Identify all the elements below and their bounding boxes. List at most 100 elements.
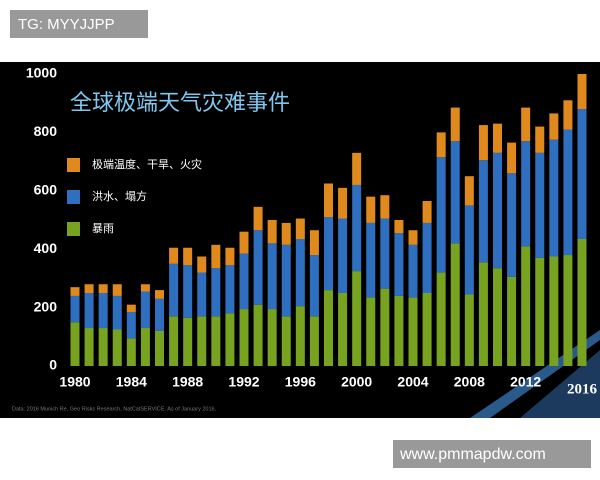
bar-segment (112, 329, 122, 366)
bar-segment (169, 316, 179, 366)
watermark-box (10, 10, 148, 38)
bar-segment (183, 247, 193, 266)
y-tick-label: 0 (49, 357, 57, 373)
bar-segment (70, 295, 80, 323)
bar-segment (112, 295, 122, 330)
bar-segment (408, 297, 418, 366)
bar-segment (98, 328, 108, 366)
bar-segment (338, 218, 348, 293)
x-tick-label: 2004 (397, 374, 428, 390)
bar-segment (450, 243, 460, 366)
bar-segment (464, 176, 474, 206)
bar-segment (70, 287, 80, 296)
bar-segment (324, 183, 333, 218)
bar-segment (563, 100, 573, 130)
bar-segment (366, 222, 376, 298)
bar-segment (140, 328, 150, 366)
bar-segment (535, 126, 545, 153)
slide-decoration (520, 350, 600, 418)
bar-segment (126, 311, 136, 339)
bar-segment (295, 218, 305, 239)
bar-segment (253, 304, 263, 366)
bar-segment (239, 309, 249, 366)
bar-segment (309, 316, 319, 366)
bar-segment (98, 284, 108, 293)
bar-segment (352, 152, 362, 185)
bar-segment (281, 222, 291, 245)
bar-segment (84, 328, 94, 366)
bar-segment (549, 113, 559, 140)
y-tick-label: 600 (34, 182, 58, 198)
bar-segment (464, 294, 474, 366)
bar-segment (521, 107, 531, 142)
bar-segment (478, 125, 488, 161)
bar-segment (267, 309, 277, 366)
x-tick-label: 2008 (454, 374, 485, 390)
legend-swatch (67, 158, 80, 172)
bar-segment (267, 220, 277, 244)
bar-segment (422, 293, 432, 366)
bar-segment (281, 244, 291, 317)
bar-segment (563, 255, 573, 366)
bar-segment (450, 141, 460, 244)
bar-segment (112, 284, 122, 296)
legend-label: 洪水、塌方 (92, 189, 147, 203)
watermark: www.pmmapdw.com (399, 446, 546, 463)
bar-segment (436, 272, 446, 366)
bar-segment (422, 222, 432, 293)
bar-segment (309, 230, 319, 256)
watermark: TG: MYYJJPP (18, 16, 115, 33)
bar-segment (493, 268, 502, 366)
bar-segment (507, 142, 517, 174)
bar-segment (197, 272, 207, 317)
bar-segment (549, 139, 559, 257)
x-tick-label: 1988 (172, 374, 203, 390)
bar-segment (295, 306, 305, 366)
bar-segment (577, 238, 587, 366)
x-tick-label: 1992 (228, 374, 259, 390)
x-tick-label: 1984 (116, 374, 147, 390)
legend-swatch (67, 190, 80, 204)
bar-segment (338, 293, 348, 366)
x-tick-label: 1980 (59, 374, 90, 390)
bar-segment (352, 184, 362, 272)
bar-segment (464, 205, 474, 295)
bar-segment (394, 233, 404, 296)
bar-segment (140, 291, 150, 329)
legend-label: 暴雨 (92, 222, 114, 235)
bar-segment (183, 317, 193, 366)
bar-segment (253, 206, 263, 231)
bar-segment (98, 293, 108, 329)
bar-segment (563, 129, 573, 256)
source-note: Data: 2016 Munich Re, Geo Risks Research… (12, 406, 217, 412)
bar-segment (197, 256, 207, 273)
bar-segment (324, 217, 333, 291)
bar-segment (521, 141, 531, 247)
bar-segment (577, 109, 587, 239)
x-tick-label: 2000 (341, 374, 372, 390)
bar-segment (267, 243, 277, 310)
bar-segment (521, 246, 531, 366)
bar-segment (169, 263, 179, 317)
bar-segment (126, 338, 136, 366)
bar-segment (211, 268, 221, 317)
bar-segment (211, 316, 221, 366)
bar-segment (422, 201, 432, 223)
bar-segment (535, 152, 545, 258)
bar-segment (225, 265, 235, 314)
bar-segment (126, 304, 136, 312)
bar-segment (155, 330, 164, 366)
bar-segment (577, 74, 587, 110)
bar-segment (295, 238, 305, 307)
bar-segment (507, 276, 517, 366)
bar-segment (225, 313, 235, 366)
bar-segment (309, 255, 319, 317)
bar-segment (225, 247, 235, 266)
bar-segment (394, 220, 404, 234)
bar-segment (436, 132, 446, 158)
x-tick-label: 1996 (285, 374, 316, 390)
bar-segment (380, 195, 390, 219)
legend-label: 极端温度、干旱、火灾 (92, 157, 202, 171)
bar-segment (239, 231, 249, 254)
